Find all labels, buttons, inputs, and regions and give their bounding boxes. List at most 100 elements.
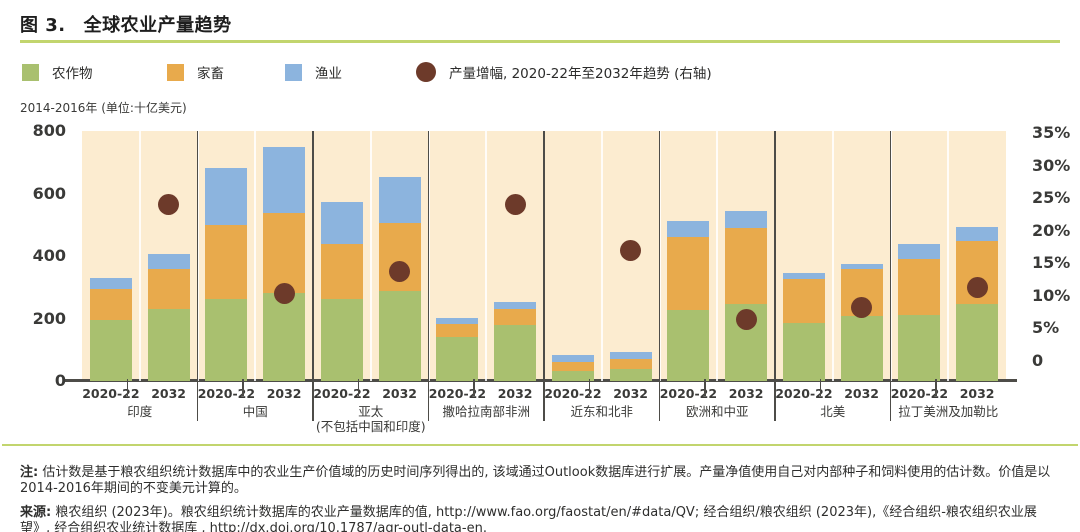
x-tick-label-period: 2020-22 bbox=[428, 386, 487, 401]
region-label: 中国 bbox=[242, 404, 268, 419]
stacked-bar-2032 bbox=[494, 301, 537, 381]
bar-segment-livestock bbox=[320, 244, 363, 300]
growth-dot bbox=[504, 194, 526, 216]
right-axis-tick-label: 10% bbox=[1032, 285, 1071, 305]
source-label: 来源: bbox=[20, 505, 52, 520]
x-tick-label-period: 2020-22 bbox=[775, 386, 833, 401]
slot-divider-line bbox=[369, 131, 372, 381]
group-mid-tick bbox=[704, 379, 706, 396]
x-tick-label-period: 2032 bbox=[151, 386, 187, 401]
region-label: 撒哈拉南部非洲 bbox=[442, 404, 530, 419]
bar-segment-crops bbox=[378, 291, 421, 381]
x-tick-label-period: 2020-22 bbox=[544, 386, 602, 401]
figure-source: 来源: 粮农组织 (2023年)。粮农组织统计数据库的农业产量数据库的值, ht… bbox=[20, 505, 1064, 532]
group-mid-tick bbox=[588, 379, 591, 396]
region-label: 近东和北非 bbox=[570, 404, 633, 419]
bar-segment-fish bbox=[147, 253, 190, 270]
bar-segment-livestock bbox=[205, 225, 248, 299]
bar-segment-fish bbox=[378, 177, 421, 223]
growth-dot bbox=[966, 276, 988, 298]
group-separator-line bbox=[196, 131, 199, 421]
figure-note: 注: 估计数是基于粮农组织统计数据库中的农业生产价值域的历史时间序列得出的, 该… bbox=[20, 465, 1064, 496]
x-tick-label-period: 2032 bbox=[497, 386, 533, 401]
right-axis-tick-label: 5% bbox=[1032, 318, 1060, 338]
bar-segment-fish bbox=[89, 277, 132, 289]
bar-segment-livestock bbox=[263, 212, 306, 293]
source-text: 粮农组织 (2023年)。粮农组织统计数据库的农业产量数据库的值, http:/… bbox=[20, 505, 1037, 532]
bar-segment-fish bbox=[494, 301, 537, 310]
figure-number: 图 3. bbox=[20, 15, 66, 36]
bar-segment-crops bbox=[840, 316, 883, 381]
right-axis-tick-label: 20% bbox=[1032, 220, 1071, 240]
legend-label-crops: 农作物 bbox=[52, 66, 93, 82]
bar-segment-fish bbox=[205, 168, 248, 226]
region-label: 印度 bbox=[127, 404, 153, 419]
bar-segment-fish bbox=[609, 352, 652, 360]
title-divider-rule bbox=[20, 40, 1060, 43]
group-separator-line bbox=[658, 131, 661, 421]
bar-segment-crops bbox=[667, 310, 710, 381]
stacked-bar-2032 bbox=[147, 253, 190, 381]
x-tick-label-period: 2020-22 bbox=[890, 386, 949, 401]
region-label: 拉丁美洲及加勒比 bbox=[898, 404, 999, 419]
group-mid-tick bbox=[242, 379, 244, 396]
bar-segment-crops bbox=[609, 368, 652, 381]
region-label: 欧洲和中亚 bbox=[685, 404, 749, 419]
bar-segment-fish bbox=[782, 273, 825, 279]
left-axis-tick-label: 200 bbox=[32, 308, 66, 328]
bar-segment-livestock bbox=[782, 278, 825, 323]
left-axis-tick-label: 800 bbox=[32, 121, 66, 140]
growth-dot-legend-swatch bbox=[416, 62, 436, 82]
slot-divider-line bbox=[254, 131, 257, 381]
legend-label-livestock: 家畜 bbox=[197, 66, 224, 82]
bar-segment-crops bbox=[782, 322, 825, 381]
x-tick-label-period: 2032 bbox=[959, 386, 995, 401]
stacked-bar-2020-22 bbox=[205, 168, 248, 381]
bar-segment-crops bbox=[436, 336, 479, 381]
bar-segment-crops bbox=[898, 315, 941, 381]
bar-segment-fish bbox=[320, 202, 363, 245]
bar-segment-crops bbox=[205, 298, 248, 381]
legend-item-fish: 渔业 bbox=[285, 62, 342, 82]
region-label: 北美 bbox=[820, 404, 846, 419]
livestock-legend-swatch bbox=[167, 63, 184, 81]
growth-dot bbox=[389, 261, 411, 283]
bar-segment-livestock bbox=[551, 362, 594, 371]
left-axis-tick-label: 400 bbox=[32, 246, 66, 265]
notes-divider-rule bbox=[2, 444, 1078, 446]
stacked-bar-2032 bbox=[725, 210, 768, 381]
x-tick-label-period: 2032 bbox=[844, 386, 880, 401]
right-axis-tick-label: 25% bbox=[1032, 188, 1071, 208]
group-separator-line bbox=[543, 131, 545, 421]
group-separator-line bbox=[889, 131, 892, 421]
slot-divider-line bbox=[716, 131, 719, 381]
group-mid-tick bbox=[126, 379, 129, 396]
stacked-bar-2032 bbox=[263, 146, 306, 381]
bar-segment-fish bbox=[840, 264, 883, 270]
group-separator-line bbox=[427, 131, 430, 421]
growth-dot bbox=[620, 239, 642, 261]
x-tick-label-period: 2020-22 bbox=[659, 386, 718, 401]
growth-dot bbox=[851, 297, 873, 319]
x-tick-label-period: 2032 bbox=[382, 386, 418, 401]
bar-segment-crops bbox=[89, 320, 132, 381]
legend-item-livestock: 家畜 bbox=[167, 62, 224, 82]
slot-divider-line bbox=[947, 131, 950, 381]
left-axis-tick-label: 600 bbox=[32, 183, 66, 203]
slot-divider-line bbox=[600, 131, 603, 381]
bar-segment-crops bbox=[956, 304, 999, 381]
stacked-bar-2020-22 bbox=[667, 221, 710, 381]
bar-segment-crops bbox=[263, 292, 306, 381]
bar-segment-livestock bbox=[609, 359, 652, 369]
legend-label-growth: 产量增幅, 2020-22年至2032年趋势 (右轴) bbox=[449, 66, 712, 82]
bar-segment-livestock bbox=[494, 309, 537, 326]
bar-segment-fish bbox=[956, 227, 999, 242]
group-mid-tick bbox=[935, 379, 937, 396]
slot-divider-line bbox=[485, 131, 488, 381]
bar-segment-fish bbox=[725, 210, 768, 228]
bar-segment-crops bbox=[147, 309, 190, 381]
right-axis-tick-label: 0 bbox=[1032, 351, 1044, 370]
growth-dot bbox=[735, 308, 757, 330]
bar-segment-livestock bbox=[89, 288, 132, 321]
